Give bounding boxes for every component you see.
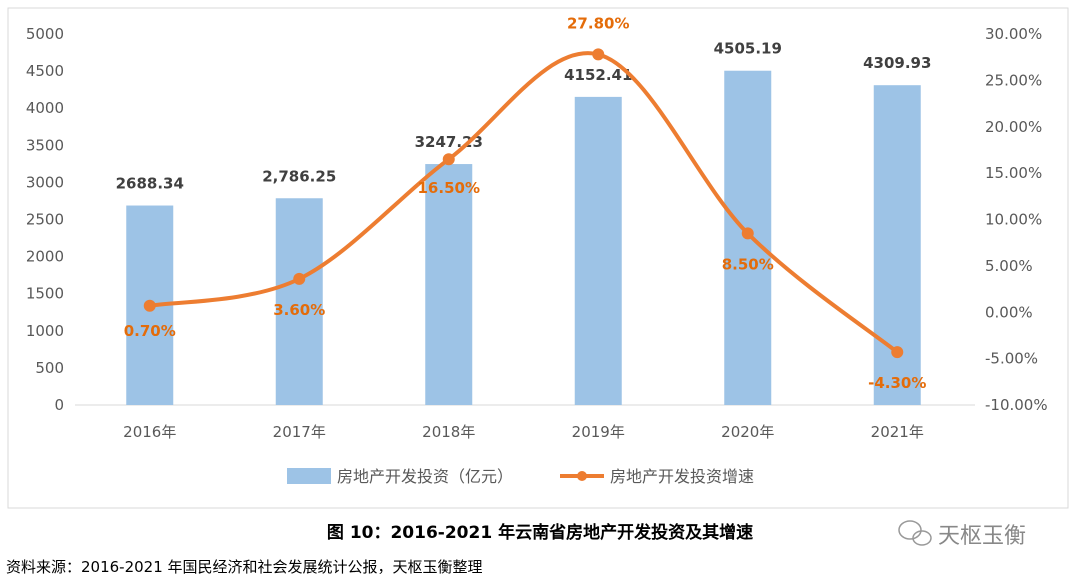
- legend-label-line: 房地产开发投资增速: [610, 467, 754, 486]
- bar-label: 2688.34: [116, 175, 184, 193]
- y-left-tick: 5000: [26, 25, 64, 43]
- y-right-tick: 25.00%: [985, 71, 1042, 89]
- bar: [275, 198, 323, 405]
- y-left-tick: 3500: [26, 136, 64, 154]
- line-label: 0.70%: [124, 322, 176, 340]
- x-tick: 2018年: [422, 423, 475, 441]
- y-right-tick: 5.00%: [985, 257, 1033, 275]
- growth-line: 0.70% 3.60% 16.50% 27.80% 8.50% -4.30%: [124, 14, 927, 392]
- line-label: -4.30%: [868, 374, 926, 392]
- x-tick: 2016年: [123, 423, 176, 441]
- y-right-ticks: -10.00% -5.00% 0.00% 5.00% 10.00% 15.00% 20.00…: [985, 25, 1048, 414]
- bar: [574, 96, 622, 405]
- legend: 房地产开发投资（亿元） 房地产开发投资增速: [287, 467, 754, 486]
- line-label: 3.60%: [273, 301, 325, 319]
- bar-label: 4309.93: [863, 54, 931, 72]
- bar-label: 2,786.25: [262, 167, 336, 185]
- y-right-tick: 30.00%: [985, 25, 1042, 43]
- chart-title: 图 10：2016-2021 年云南省房地产开发投资及其增速: [327, 522, 753, 543]
- line-marker: [592, 48, 605, 61]
- line-marker: [293, 272, 306, 285]
- y-right-tick: 20.00%: [985, 118, 1042, 136]
- line-marker: [442, 153, 455, 166]
- y-left-tick: 0: [54, 396, 64, 414]
- line-marker: [891, 346, 904, 359]
- y-left-ticks: 0 500 1000 1500 2000 2500 3000 3500 4000 4500 5000: [26, 25, 64, 414]
- wechat-icon: [898, 520, 932, 546]
- x-tick: 2019年: [572, 423, 625, 441]
- x-tick: 2020年: [721, 423, 774, 441]
- y-left-tick: 2000: [26, 248, 64, 266]
- y-left-tick: 3000: [26, 173, 64, 191]
- y-right-tick: 0.00%: [985, 303, 1033, 321]
- line-marker: [741, 227, 754, 240]
- legend-label-bar: 房地产开发投资（亿元）: [337, 467, 513, 486]
- x-ticks: 2016年 2017年 2018年 2019年 2020年 2021年: [123, 423, 924, 441]
- y-left-tick: 1000: [26, 322, 64, 340]
- y-left-tick: 500: [35, 359, 64, 377]
- y-left-tick: 2500: [26, 211, 64, 229]
- line-marker: [143, 299, 156, 312]
- bar-label: 4505.19: [714, 40, 782, 58]
- bar-label: 4152.41: [564, 66, 632, 84]
- watermark: 天枢玉衡: [898, 520, 1026, 549]
- y-right-tick: -10.00%: [985, 396, 1048, 414]
- y-right-tick: 10.00%: [985, 211, 1042, 229]
- line-label: 16.50%: [418, 179, 480, 197]
- y-right-tick: -5.00%: [985, 350, 1038, 368]
- line-label: 8.50%: [722, 255, 774, 273]
- y-right-tick: 15.00%: [985, 164, 1042, 182]
- x-tick: 2021年: [871, 423, 924, 441]
- y-left-tick: 1500: [26, 285, 64, 303]
- bar: [425, 164, 473, 405]
- legend-swatch-bar: [287, 468, 331, 484]
- line-label: 27.80%: [567, 14, 629, 32]
- x-tick: 2017年: [273, 423, 326, 441]
- source-note: 资料来源：2016-2021 年国民经济和社会发展统计公报，天枢玉衡整理: [6, 558, 483, 576]
- y-left-tick: 4000: [26, 99, 64, 117]
- watermark-text: 天枢玉衡: [938, 524, 1026, 549]
- y-left-tick: 4500: [26, 62, 64, 80]
- legend-marker: [577, 471, 587, 481]
